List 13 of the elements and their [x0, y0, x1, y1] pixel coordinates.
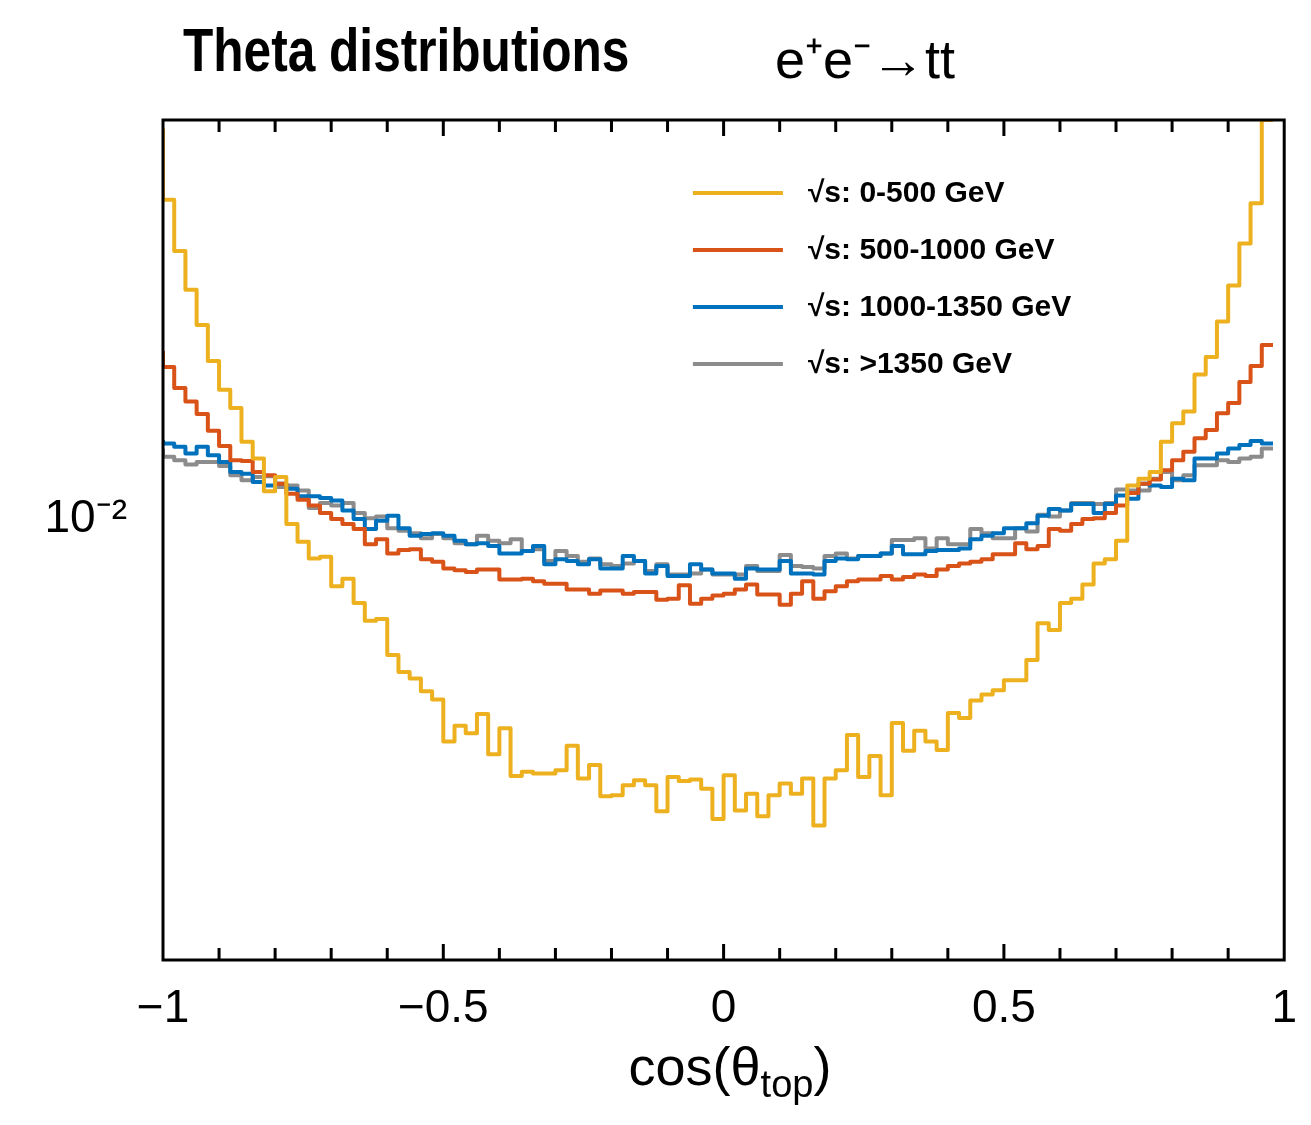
chart-subtitle: e⁺e⁻→tt: [775, 28, 956, 91]
legend-label: √s: 500-1000 GeV: [807, 232, 1055, 266]
x-tick-label: −0.5: [397, 980, 489, 1033]
x-tick-label: 0.5: [971, 980, 1036, 1033]
chart-title: Theta distributions: [183, 14, 630, 85]
x-tick-label: 0: [710, 980, 737, 1033]
legend-label: √s: 0-500 GeV: [807, 175, 1005, 209]
legend-label: √s: 1000-1350 GeV: [807, 289, 1072, 323]
x-axis-title: cos(θ$_{top}$): [627, 1035, 833, 1106]
x-tick-label: 1: [1271, 980, 1298, 1033]
legend-label: √s: >1350 GeV: [807, 346, 1013, 380]
x-tick-label: −1: [136, 980, 190, 1033]
text: 10⁻²: [44, 489, 127, 542]
